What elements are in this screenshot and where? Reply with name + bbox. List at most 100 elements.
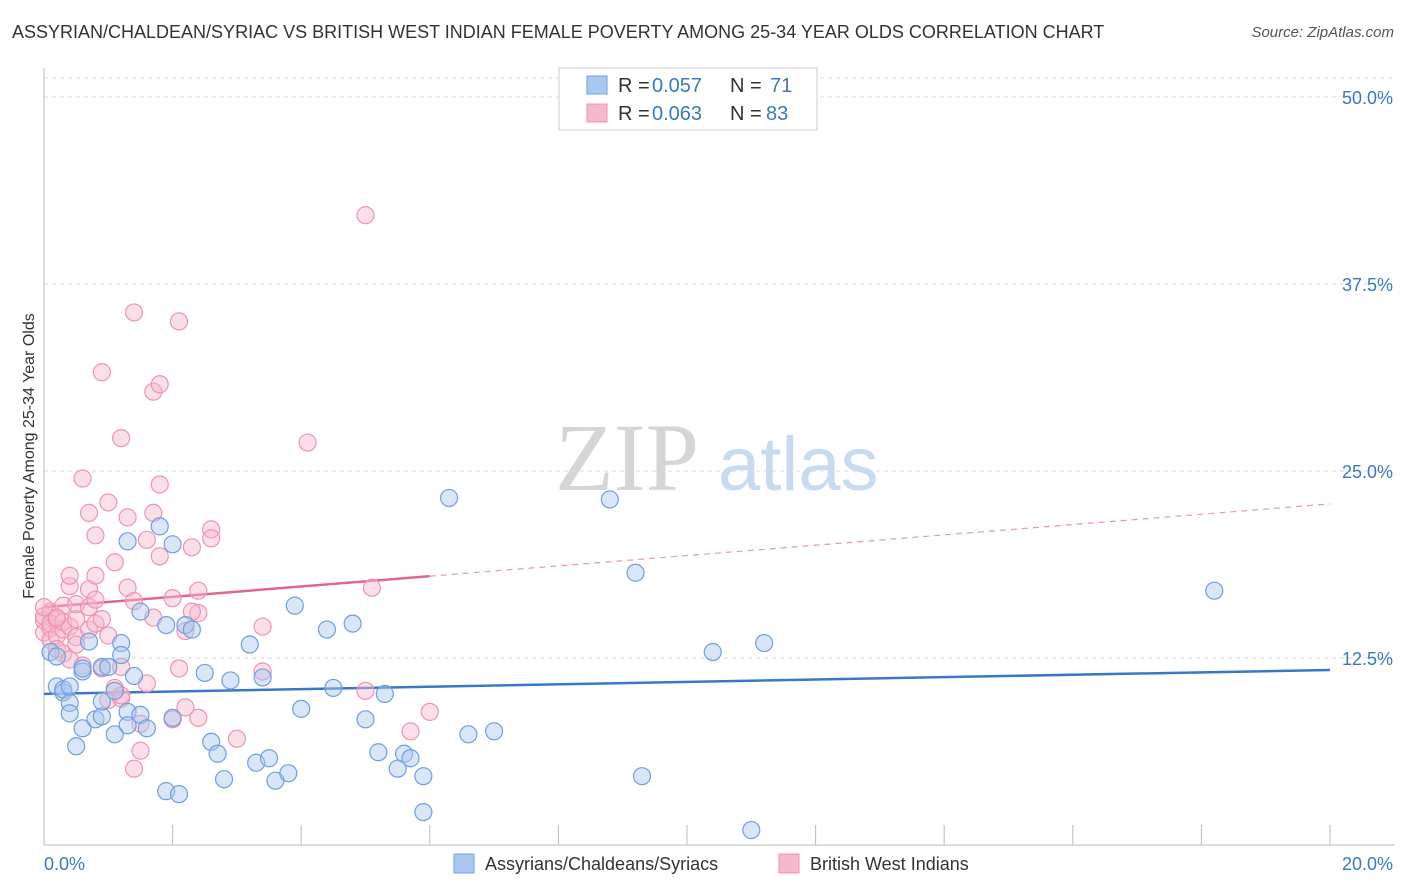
data-point-assyrians [73, 659, 92, 678]
data-point-british-west-indians [356, 681, 375, 701]
data-point-assyrians [163, 535, 182, 554]
data-point-assyrians [137, 719, 156, 738]
x-tick-label-min: 0.0% [44, 854, 85, 874]
data-point-assyrians [485, 722, 504, 741]
legend-blue-n-label: N = [730, 75, 762, 97]
data-point-british-west-indians [60, 577, 79, 596]
data-point-assyrians [150, 517, 169, 536]
data-point-assyrians [356, 710, 375, 729]
data-point-assyrians [755, 633, 774, 653]
bottom-legend-swatch-pink [778, 853, 800, 874]
data-point-assyrians [369, 743, 388, 762]
legend-blue-r-value: 0.057 [652, 75, 702, 97]
data-point-british-west-indians [34, 598, 54, 617]
data-point-british-west-indians [92, 363, 111, 382]
data-point-british-west-indians [112, 428, 131, 448]
series-british-west-indians [34, 206, 439, 778]
grid-lines: 12.5% 25.0% 37.5% 50.0% [44, 77, 1395, 669]
data-point-british-west-indians [253, 617, 272, 636]
data-point-assyrians [414, 767, 433, 786]
data-point-british-west-indians [47, 608, 66, 627]
data-point-assyrians [324, 678, 343, 698]
data-point-assyrians [279, 764, 298, 783]
data-point-assyrians [92, 692, 111, 711]
data-point-british-west-indians [79, 598, 99, 617]
y-axis-title: Female Poverty Among 25-34 Year Olds [21, 313, 38, 599]
data-point-assyrians [375, 684, 394, 704]
data-point-assyrians [157, 615, 176, 635]
data-point-british-west-indians [86, 590, 105, 609]
data-point-british-west-indians [150, 475, 169, 494]
bottom-legend: Assyrians/Chaldeans/Syriacs British West… [453, 853, 969, 874]
data-point-british-west-indians [86, 526, 105, 545]
data-point-british-west-indians [182, 538, 201, 557]
data-point-assyrians [626, 563, 645, 582]
data-point-assyrians [214, 770, 234, 789]
data-point-british-west-indians [60, 617, 79, 636]
trend-line-assyrians [43, 668, 1331, 696]
data-point-assyrians [401, 749, 420, 768]
data-point-british-west-indians [150, 547, 169, 566]
data-point-assyrians [118, 716, 137, 735]
data-point-assyrians [105, 725, 124, 744]
data-point-assyrians [67, 737, 86, 756]
data-point-assyrians [195, 663, 214, 683]
watermark-zip: ZIP [555, 404, 699, 511]
data-point-assyrians [600, 490, 619, 509]
data-point-assyrians [317, 620, 337, 639]
data-point-assyrians [240, 635, 259, 654]
data-point-assyrians [169, 785, 189, 804]
data-point-british-west-indians [163, 589, 182, 608]
data-point-assyrians [253, 668, 272, 687]
data-point-british-west-indians [124, 759, 144, 778]
legend-pink-n-label: N = [730, 103, 762, 125]
data-point-assyrians [124, 666, 144, 686]
watermark: ZIP atlas [555, 404, 879, 511]
data-point-british-west-indians [124, 303, 144, 322]
data-point-british-west-indians [176, 698, 195, 717]
data-point-assyrians [92, 657, 111, 677]
data-point-british-west-indians [356, 206, 375, 225]
data-point-assyrians [1205, 581, 1224, 600]
data-point-british-west-indians [137, 530, 156, 549]
data-point-british-west-indians [150, 375, 169, 394]
data-point-assyrians [742, 820, 761, 840]
data-point-british-west-indians [79, 503, 99, 522]
bottom-legend-label-pink: British West Indians [810, 854, 969, 874]
series-assyrians [41, 488, 1224, 840]
data-point-british-west-indians [99, 493, 118, 512]
data-point-british-west-indians [401, 722, 420, 741]
data-point-british-west-indians [169, 312, 189, 331]
data-point-british-west-indians [202, 529, 221, 548]
watermark-atlas: atlas [718, 422, 879, 507]
data-point-assyrians [259, 749, 279, 768]
legend-swatch-blue [586, 75, 608, 95]
data-point-assyrians [459, 725, 478, 744]
data-point-assyrians [285, 596, 304, 615]
legend-pink-r-label: R = [618, 103, 650, 125]
data-point-british-west-indians [144, 382, 163, 401]
bottom-legend-label-blue: Assyrians/Chaldeans/Syriacs [485, 854, 718, 874]
data-point-assyrians [79, 632, 99, 651]
data-point-assyrians [292, 699, 311, 718]
data-point-assyrians [182, 620, 201, 639]
data-point-british-west-indians [189, 708, 208, 727]
legend-pink-n-value: 83 [766, 103, 788, 125]
y-tick-label: 37.5% [1342, 275, 1393, 295]
legend-blue-r-label: R = [618, 75, 650, 97]
data-point-assyrians [208, 744, 227, 763]
data-point-assyrians [105, 681, 124, 701]
data-point-british-west-indians [362, 578, 382, 597]
legend-blue-n-value: 71 [770, 75, 792, 97]
data-point-assyrians [131, 602, 150, 621]
data-point-british-west-indians [105, 553, 124, 572]
data-point-assyrians [60, 677, 79, 696]
data-point-assyrians [439, 488, 459, 508]
data-point-british-west-indians [92, 610, 111, 629]
data-point-british-west-indians [420, 702, 439, 721]
data-point-assyrians [118, 532, 137, 551]
axes [43, 68, 1395, 846]
data-point-british-west-indians [227, 729, 246, 748]
chart-title: ASSYRIAN/CHALDEAN/SYRIAC VS BRITISH WEST… [12, 22, 1105, 42]
x-tick-label-max: 20.0% [1342, 854, 1393, 874]
